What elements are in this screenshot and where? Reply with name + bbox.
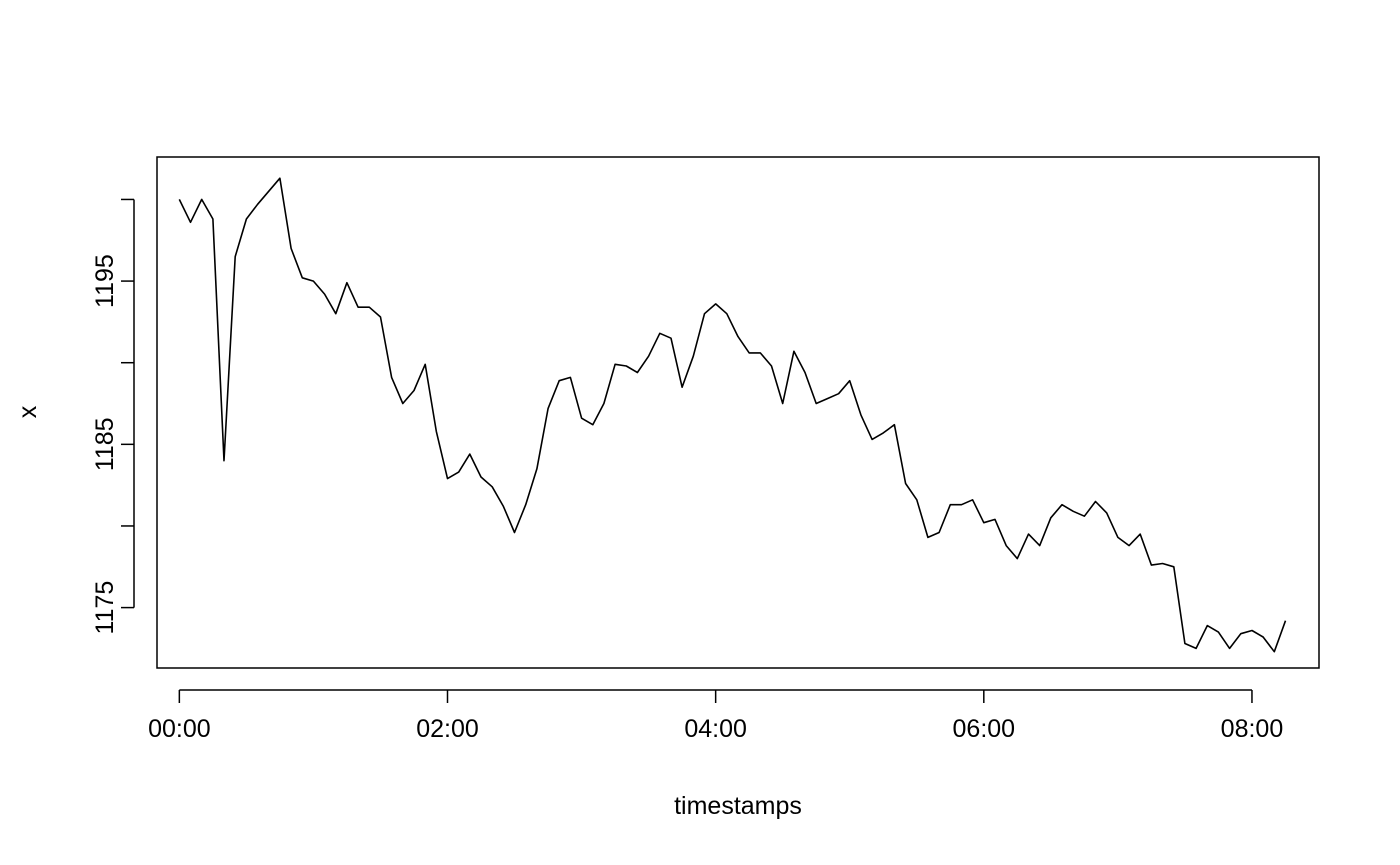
x-tick-label: 02:00 bbox=[416, 715, 479, 743]
x-tick-label: 00:00 bbox=[148, 715, 211, 743]
x-tick-label: 04:00 bbox=[684, 715, 747, 743]
y-axis-title: x bbox=[14, 405, 42, 418]
y-axis: 1175 1185 1195 bbox=[91, 198, 135, 635]
series-line bbox=[178, 177, 1287, 653]
x-tick-label: 08:00 bbox=[1221, 715, 1284, 743]
x-axis: 00:00 02:00 04:00 06:00 08:00 bbox=[148, 689, 1284, 743]
x-axis-title: timestamps bbox=[674, 792, 802, 820]
y-tick-label: 1175 bbox=[91, 581, 119, 635]
plot-frame bbox=[156, 156, 1320, 669]
x-tick-label: 06:00 bbox=[953, 715, 1016, 743]
y-tick-label: 1195 bbox=[91, 254, 119, 308]
y-tick-label: 1185 bbox=[91, 417, 119, 471]
